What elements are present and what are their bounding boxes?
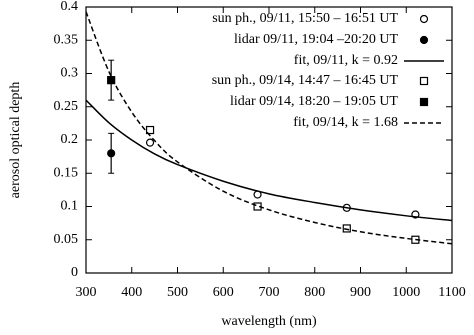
legend-label: sun ph., 09/11, 15:50 – 16:51 UT (212, 11, 398, 26)
x-tick-label: 1100 (438, 285, 465, 300)
x-axis-label: wavelength (nm) (221, 314, 317, 329)
data-point (145, 125, 155, 135)
y-tick-label: 0.2 (61, 132, 79, 147)
legend-label: lidar 09/11, 19:04 –20:20 UT (234, 32, 398, 47)
x-tick-label: 600 (213, 285, 234, 300)
data-point (342, 224, 351, 233)
legend-marker (419, 76, 429, 86)
fit-line (86, 11, 452, 245)
y-tick-label: 0 (71, 265, 78, 280)
x-tick-label: 900 (350, 285, 371, 300)
legend-marker (419, 14, 429, 24)
x-tick-label: 400 (121, 285, 142, 300)
y-tick-label: 0.25 (54, 99, 79, 114)
y-tick-label: 0.05 (54, 232, 79, 247)
y-axis-label: aerosol optical depth (8, 82, 23, 199)
x-tick-label: 500 (167, 285, 188, 300)
x-tick-label: 800 (304, 285, 325, 300)
x-tick-label: 300 (76, 285, 97, 300)
data-point (107, 149, 116, 158)
y-tick-label: 0.35 (54, 32, 79, 47)
y-tick-label: 0.1 (61, 199, 79, 214)
y-tick-label: 0.4 (61, 0, 79, 14)
legend-marker (419, 35, 429, 45)
legend-label: fit, 09/11, k = 0.92 (294, 53, 398, 68)
x-tick-label: 700 (259, 285, 280, 300)
legend-label: fit, 09/14, k = 1.68 (293, 115, 398, 130)
legend-label: lidar 09/14, 18:20 – 19:05 UT (230, 94, 398, 109)
data-point (107, 76, 116, 85)
y-tick-label: 0.3 (61, 66, 79, 81)
legend-label: sun ph., 09/14, 14:47 – 16:45 UT (212, 73, 399, 88)
y-tick-label: 0.15 (54, 165, 79, 180)
fit-line (86, 99, 452, 222)
x-tick-label: 1000 (392, 285, 420, 300)
legend-marker (419, 97, 429, 107)
data-point (145, 138, 155, 147)
